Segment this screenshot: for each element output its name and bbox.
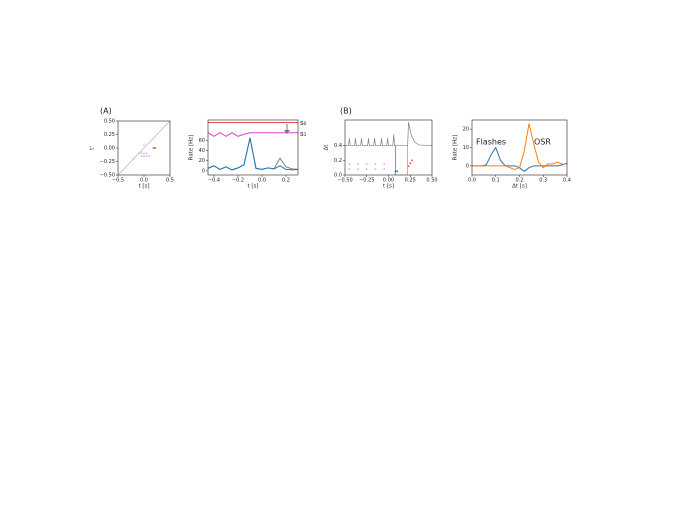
data-point — [145, 152, 148, 155]
arrow-head — [284, 130, 290, 134]
y-axis-label: Rate [Hz] — [453, 135, 459, 161]
y-tick-label: 60 — [199, 138, 205, 144]
y-tick-label: 0.4 — [334, 143, 342, 149]
data-point — [132, 157, 135, 160]
data-point — [145, 155, 148, 158]
y-tick-label: 40 — [199, 148, 205, 154]
data-point — [374, 168, 377, 171]
x-axis-label: t [s] — [138, 184, 149, 190]
y-tick-label: 0 — [202, 168, 205, 174]
x-tick-label: 0.0 — [258, 178, 266, 184]
data-point — [407, 165, 410, 168]
y-tick-label: −0.25 — [100, 159, 115, 165]
x-tick-label: 0.00 — [383, 178, 394, 184]
data-point — [409, 162, 412, 165]
data-point — [357, 163, 359, 165]
x-axis-label: t [s] — [247, 184, 258, 190]
x-tick-label: 0.0 — [140, 178, 148, 184]
data-line — [207, 132, 298, 137]
y-tick-label: 0.2 — [334, 158, 342, 164]
data-point — [396, 170, 399, 173]
y-tick-label: 0 — [466, 163, 469, 169]
data-point — [143, 155, 145, 158]
x-axis-label: t [s] — [383, 184, 394, 190]
data-point — [143, 144, 145, 147]
x-tick-label: −0.50 — [337, 178, 352, 184]
series-label: OSR — [534, 138, 551, 147]
x-tick-label: 0.2 — [282, 178, 290, 184]
x-tick-label: −0.5 — [112, 178, 124, 184]
x-tick-label: 0.5 — [166, 178, 174, 184]
panel-label: (A) — [100, 107, 112, 116]
x-tick-label: 0.0 — [468, 178, 476, 184]
data-point — [365, 163, 368, 165]
y-axis-label: t' — [90, 146, 96, 150]
data-line — [117, 120, 171, 176]
y-tick-label: 0.00 — [104, 146, 115, 152]
panel-label: (B) — [340, 107, 352, 116]
x-axis-label: Δt [s] — [512, 184, 527, 190]
y-tick-label: 0.50 — [104, 119, 115, 125]
data-line — [345, 122, 433, 147]
x-tick-label: −0.2 — [232, 178, 244, 184]
y-tick-label: −0.50 — [100, 173, 115, 179]
y-tick-label: 0.25 — [104, 132, 115, 138]
y-axis-label: Δt — [324, 144, 330, 151]
data-point — [140, 152, 143, 155]
x-tick-label: 0.50 — [426, 178, 437, 184]
data-point — [148, 155, 151, 158]
data-point — [383, 168, 386, 171]
data-point — [383, 163, 386, 165]
y-tick-label: 0.0 — [334, 173, 342, 179]
y-tick-label: 20 — [199, 158, 205, 164]
data-point — [137, 152, 140, 155]
data-point — [143, 152, 145, 155]
x-tick-label: 0.2 — [516, 178, 524, 184]
series-label: s₀ — [300, 119, 307, 127]
x-tick-label: 0.4 — [563, 178, 571, 184]
x-tick-label: 0.25 — [405, 178, 416, 184]
x-tick-label: 0.3 — [539, 178, 547, 184]
data-point — [357, 168, 359, 171]
data-point — [140, 155, 143, 158]
data-point — [394, 170, 397, 173]
data-point — [365, 168, 368, 171]
data-line — [207, 137, 299, 171]
y-tick-label: 20 — [463, 127, 469, 133]
data-point — [348, 163, 351, 165]
data-point — [411, 159, 413, 162]
data-point — [374, 163, 377, 165]
x-tick-label: −0.4 — [208, 178, 220, 184]
data-point — [154, 147, 157, 149]
data-point — [348, 168, 351, 171]
data-line — [472, 123, 567, 171]
axes-frame — [207, 119, 299, 176]
y-axis-label: Rate [Hz] — [189, 135, 195, 161]
x-tick-label: 0.1 — [492, 178, 500, 184]
axes-frame — [344, 119, 433, 176]
y-tick-label: 10 — [463, 145, 469, 151]
series-label: Flashes — [476, 138, 506, 147]
series-label: s₁ — [300, 130, 307, 138]
x-tick-label: −0.25 — [359, 178, 374, 184]
